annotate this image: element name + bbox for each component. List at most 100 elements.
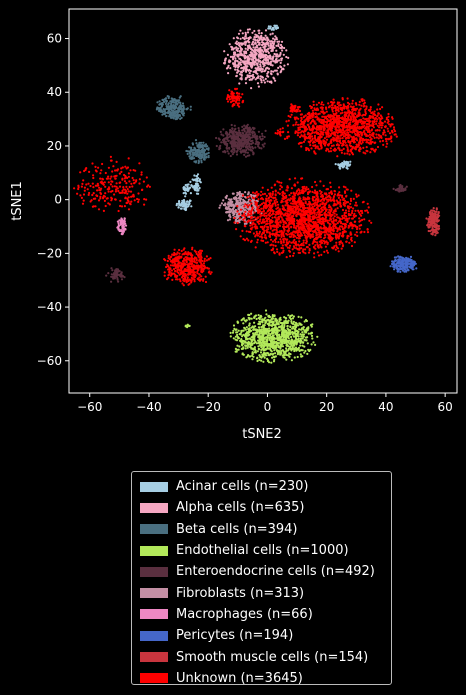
scatter-point — [194, 139, 198, 142]
scatter-point — [272, 70, 275, 73]
scatter-point — [229, 202, 233, 205]
scatter-point — [297, 340, 300, 343]
scatter-point — [325, 123, 328, 126]
scatter-point — [236, 333, 239, 337]
scatter-point — [256, 39, 259, 42]
scatter-point — [386, 127, 389, 130]
scatter-point — [197, 161, 200, 165]
scatter-point — [238, 204, 241, 208]
scatter-point — [358, 114, 361, 117]
scatter-point — [303, 133, 306, 136]
scatter-point — [252, 127, 255, 130]
scatter-point — [269, 33, 272, 36]
scatter-point — [271, 356, 274, 359]
scatter-point — [276, 55, 279, 58]
scatter-point — [346, 128, 349, 132]
scatter-point — [264, 129, 267, 132]
scatter-point — [205, 156, 208, 159]
scatter-point — [358, 227, 361, 230]
scatter-point — [175, 204, 178, 207]
scatter-point — [175, 99, 178, 102]
scatter-point — [364, 110, 367, 113]
scatter-point — [266, 39, 269, 43]
scatter-point — [348, 153, 351, 156]
scatter-point — [269, 333, 272, 336]
scatter-point — [262, 50, 265, 54]
scatter-point — [178, 113, 181, 117]
scatter-point — [287, 334, 290, 337]
scatter-point — [273, 40, 276, 43]
scatter-point — [267, 324, 271, 327]
scatter-point — [341, 111, 344, 114]
scatter-point — [374, 141, 377, 144]
scatter-point — [261, 44, 264, 47]
scatter-point — [252, 332, 255, 335]
scatter-point — [320, 122, 323, 125]
scatter-point — [254, 46, 257, 49]
scatter-point — [285, 353, 288, 357]
scatter-point — [165, 105, 168, 108]
scatter-point — [362, 102, 365, 105]
scatter-point — [254, 314, 258, 317]
scatter-point — [191, 143, 195, 146]
scatter-point — [378, 129, 381, 132]
scatter-point — [254, 42, 257, 45]
scatter-point — [105, 274, 108, 277]
scatter-point — [251, 134, 254, 137]
scatter-point — [276, 26, 279, 29]
scatter-point — [251, 48, 254, 52]
scatter-point — [329, 118, 332, 122]
scatter-point — [242, 69, 245, 72]
scatter-point — [162, 100, 166, 103]
scatter-point — [176, 110, 179, 113]
scatter-point — [336, 155, 339, 158]
scatter-point — [167, 109, 170, 112]
scatter-point — [319, 134, 322, 137]
scatter-point — [299, 131, 302, 134]
scatter-point — [110, 280, 113, 283]
scatter-point — [435, 207, 438, 210]
scatter-point — [223, 150, 226, 153]
scatter-point — [307, 131, 310, 134]
scatter-point — [315, 115, 318, 118]
scatter-point — [325, 138, 329, 141]
scatter-point — [117, 273, 120, 276]
scatter-point — [247, 39, 250, 43]
scatter-point — [275, 53, 278, 56]
scatter-point — [356, 139, 359, 142]
scatter-point — [405, 259, 408, 262]
scatter-point — [237, 202, 240, 205]
scatter-point — [198, 149, 201, 152]
scatter-point — [193, 174, 196, 177]
scatter-point — [198, 145, 201, 148]
scatter-point — [274, 319, 277, 322]
scatter-point — [178, 203, 182, 206]
scatter-point — [250, 336, 253, 339]
scatter-point — [278, 40, 281, 43]
scatter-point — [278, 318, 281, 321]
scatter-point — [241, 194, 245, 197]
scatter-point — [360, 126, 363, 129]
scatter-point — [252, 46, 255, 49]
scatter-point — [380, 115, 383, 118]
scatter-point — [375, 136, 378, 139]
scatter-point — [234, 141, 237, 145]
scatter-point — [287, 345, 290, 348]
scatter-point — [334, 138, 337, 141]
scatter-point — [391, 130, 394, 133]
scatter-point — [266, 80, 269, 83]
scatter-point — [351, 99, 354, 102]
scatter-point — [264, 354, 267, 357]
scatter-point — [356, 132, 359, 135]
scatter-point — [270, 44, 273, 47]
scatter-point — [243, 50, 246, 53]
scatter-point — [250, 51, 253, 54]
scatter-point — [329, 114, 332, 117]
scatter-point — [229, 55, 232, 59]
scatter-point — [298, 237, 301, 240]
scatter-point — [350, 135, 353, 138]
scatter-point — [237, 138, 240, 141]
scatter-point — [263, 324, 266, 327]
scatter-point — [253, 60, 256, 63]
scatter-point — [379, 107, 382, 111]
